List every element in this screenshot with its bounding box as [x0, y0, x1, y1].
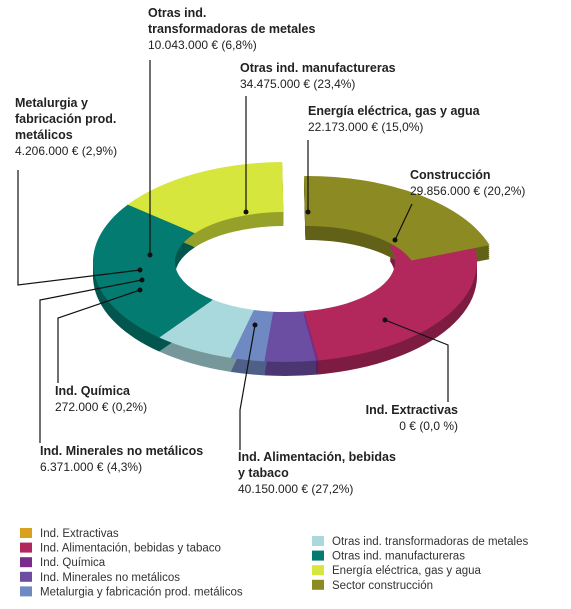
callout-name: Otras ind. manufactureras	[240, 61, 396, 75]
legend-swatch	[20, 586, 32, 597]
leader-line	[239, 324, 256, 450]
legend-swatch	[20, 542, 32, 553]
leader-dot	[139, 277, 145, 283]
legend-label: Metalurgia y fabricación prod. metálicos	[40, 586, 243, 598]
callout-value: 40.150.000 € (27,2%)	[238, 482, 353, 496]
legend-swatch	[312, 579, 324, 590]
callout-name: Ind. Minerales no metálicos	[40, 444, 203, 458]
leader-line	[394, 203, 413, 241]
slice	[304, 231, 477, 361]
callout-name: Construcción	[410, 168, 491, 182]
slice	[93, 204, 213, 338]
leader-dot	[392, 237, 398, 243]
legend-label: Ind. Minerales no metálicos	[40, 572, 180, 584]
leader-dot	[137, 287, 143, 293]
legend-label: Sector construcción	[332, 580, 433, 592]
legend-swatch	[312, 565, 324, 576]
slice	[304, 175, 490, 261]
callout-name: Ind. Química	[55, 384, 131, 398]
slice	[302, 311, 319, 361]
slice	[230, 309, 274, 362]
callout-value: 10.043.000 € (6,8%)	[148, 38, 257, 52]
legend-label: Otras ind. transformadoras de metales	[332, 536, 528, 548]
callout-value: 29.856.000 € (20,2%)	[410, 184, 525, 198]
slice	[127, 162, 284, 234]
callout-name: y tabaco	[238, 466, 289, 480]
legend-swatch	[20, 557, 32, 568]
callout-name: Otras ind.	[148, 6, 206, 20]
leader-dot	[137, 267, 143, 273]
leader-dot	[252, 322, 258, 328]
callout-name: transformadoras de metales	[148, 22, 315, 36]
leader-line	[384, 319, 449, 402]
leader-dot	[382, 317, 388, 323]
slice	[264, 311, 317, 362]
callout-value: 4.206.000 € (2,9%)	[15, 144, 117, 158]
legend-swatch	[20, 528, 32, 538]
leader-line	[57, 289, 141, 383]
callout-value: 6.371.000 € (4,3%)	[40, 460, 142, 474]
legend-label: Ind. Alimentación, bebidas y tabaco	[40, 543, 221, 555]
leader-dot	[147, 252, 153, 258]
callout-name: metálicos	[15, 128, 73, 142]
callout-value: 34.475.000 € (23,4%)	[240, 77, 355, 91]
leader-line	[39, 279, 143, 443]
legend-swatch	[20, 571, 32, 582]
callout-name: Ind. Alimentación, bebidas	[238, 450, 396, 464]
slice	[159, 299, 254, 358]
leader-line	[17, 170, 141, 286]
callout-name: Ind. Extractivas	[366, 403, 458, 417]
callout-value: 22.173.000 € (15,0%)	[308, 120, 423, 134]
legend-label: Otras ind. manufactureras	[332, 551, 465, 563]
legend-swatch	[312, 550, 324, 561]
legend-label: Ind. Extractivas	[40, 528, 119, 540]
legend-label: Ind. Química	[40, 557, 106, 569]
callout-value: 0 € (0,0 %)	[399, 419, 458, 433]
legend-label: Energía eléctrica, gas y agua	[332, 565, 482, 577]
leader-dot	[243, 209, 249, 215]
callout-name: fabricación prod.	[15, 112, 116, 126]
callout-name: Metalurgia y	[15, 96, 88, 110]
leader-dot	[305, 209, 311, 215]
callout-value: 272.000 € (0,2%)	[55, 400, 147, 414]
callout-name: Energía eléctrica, gas y agua	[308, 104, 481, 118]
legend-swatch	[312, 536, 324, 546]
